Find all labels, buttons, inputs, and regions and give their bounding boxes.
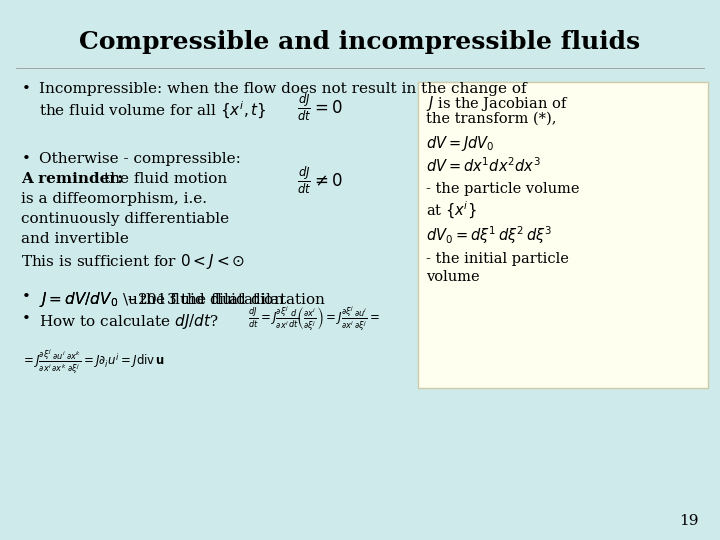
Text: $= J\frac{\partial \xi^j}{\partial x^i}\frac{\partial u^i}{\partial x^k}\frac{\p: $= J\frac{\partial \xi^j}{\partial x^i}\… [22,348,166,376]
FancyBboxPatch shape [418,82,708,388]
Text: the transform (*),: the transform (*), [426,112,557,126]
Text: A reminder:: A reminder: [22,172,123,186]
Text: $dV = dx^1 dx^2 dx^3$: $dV = dx^1 dx^2 dx^3$ [426,156,541,175]
Text: •: • [22,82,30,96]
Text: $\frac{dJ}{dt} \neq 0$: $\frac{dJ}{dt} \neq 0$ [297,165,343,197]
Text: This is sufficient for $0 < J < \odot$: This is sufficient for $0 < J < \odot$ [22,252,246,271]
Text: $dV = JdV_0$: $dV = JdV_0$ [426,134,495,153]
Text: $J = dV/dV_0$ \u2013 the fluid dilatation: $J = dV/dV_0$ \u2013 the fluid dilatatio… [40,290,326,309]
Text: Incompressible: when the flow does not result in the change of: Incompressible: when the flow does not r… [40,82,527,96]
Text: $J = dV/dV_0$  – the fluid dilatation: $J = dV/dV_0$ – the fluid dilatation [40,290,285,309]
Text: Compressible and incompressible fluids: Compressible and incompressible fluids [79,30,641,54]
Text: $dV_0 = d\xi^1\, d\xi^2\, d\xi^3$: $dV_0 = d\xi^1\, d\xi^2\, d\xi^3$ [426,224,552,246]
Text: •: • [22,312,30,326]
Text: $J$ is the Jacobian of: $J$ is the Jacobian of [426,94,568,113]
Text: $\frac{dJ}{dt} = 0$: $\frac{dJ}{dt} = 0$ [297,92,343,124]
Text: volume: volume [426,270,480,284]
Text: How to calculate $dJ/dt$?: How to calculate $dJ/dt$? [40,312,219,331]
Text: •: • [22,290,30,304]
Text: at $\{x^i\}$: at $\{x^i\}$ [426,200,477,221]
Text: Otherwise - compressible:: Otherwise - compressible: [40,152,241,166]
Text: 19: 19 [679,514,698,528]
Text: •: • [22,152,30,166]
Text: the fluid volume for all $\{x^i, t\}$: the fluid volume for all $\{x^i, t\}$ [40,100,267,121]
Text: - the initial particle: - the initial particle [426,252,569,266]
Text: is a diffeomorphism, i.e.: is a diffeomorphism, i.e. [22,192,207,206]
Text: $\frac{dJ}{dt} = J\frac{\partial \xi^j}{\partial x^i}\frac{d}{dt}\!\left(\frac{\: $\frac{dJ}{dt} = J\frac{\partial \xi^j}{… [248,305,381,333]
Text: continuously differentiable: continuously differentiable [22,212,230,226]
Text: and invertible: and invertible [22,232,130,246]
Text: - the particle volume: - the particle volume [426,182,579,196]
Text: the fluid motion: the fluid motion [104,172,228,186]
